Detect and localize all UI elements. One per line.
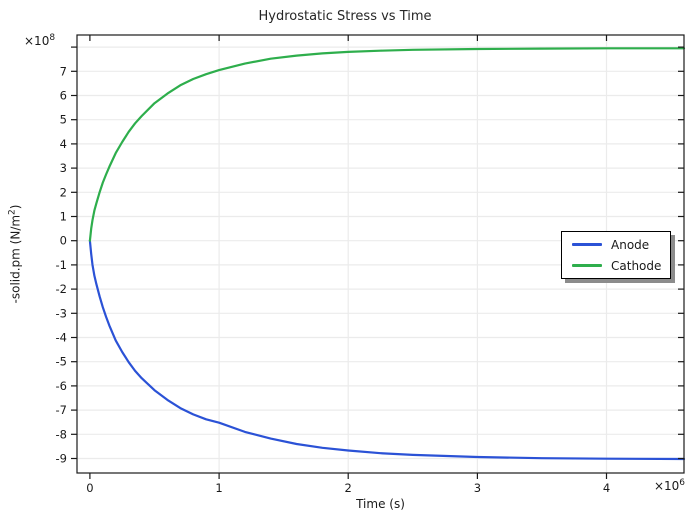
y-axis-label: -solid.pm (N/m2) — [8, 205, 23, 304]
svg-text:0: 0 — [86, 481, 93, 495]
svg-text:-2: -2 — [56, 282, 67, 296]
cathode-line-sample — [572, 264, 602, 267]
svg-text:1: 1 — [60, 210, 67, 224]
svg-text:-4: -4 — [56, 331, 67, 345]
svg-text:1: 1 — [215, 481, 222, 495]
x-axis-multiplier-exponent: 6 — [679, 478, 685, 488]
svg-text:-7: -7 — [56, 403, 67, 417]
svg-text:-5: -5 — [56, 355, 67, 369]
x-axis-multiplier: ×106 — [654, 478, 685, 493]
chart-title: Hydrostatic Stress vs Time — [258, 9, 432, 24]
svg-text:3: 3 — [60, 161, 67, 175]
y-axis-multiplier-exponent: 8 — [49, 33, 56, 43]
legend-item-cathode: Cathode — [572, 258, 670, 274]
svg-text:-9: -9 — [56, 452, 67, 466]
svg-text:-3: -3 — [56, 306, 67, 320]
anode-line-sample — [572, 243, 602, 246]
svg-text:-1: -1 — [56, 258, 67, 272]
y-tick-labels: -9 -8 -7 -6 -5 -4 -3 -2 -1 0 1 2 3 4 5 6 7 — [56, 64, 67, 465]
svg-text:6: 6 — [60, 89, 67, 103]
x-axis-label: Time (s) — [356, 497, 405, 511]
y-axis-label-text: -solid.pm (N/m — [8, 214, 23, 304]
y-axis-multiplier: ×108 — [24, 33, 55, 48]
x-axis-multiplier-base: ×10 — [653, 479, 680, 493]
svg-text:4: 4 — [603, 481, 610, 495]
svg-text:0: 0 — [60, 234, 67, 248]
legend-label-anode: Anode — [611, 237, 650, 252]
series-cathode — [88, 47, 686, 242]
svg-text:2: 2 — [345, 481, 352, 495]
svg-text:2: 2 — [60, 185, 67, 199]
legend-label-cathode: Cathode — [611, 258, 662, 273]
svg-text:7: 7 — [60, 64, 67, 78]
y-axis-label-exponent: 2 — [7, 209, 18, 215]
svg-text:-8: -8 — [56, 427, 67, 441]
series-anode — [88, 239, 686, 461]
legend: Anode Cathode — [561, 231, 671, 279]
y-axis-multiplier-base: ×10 — [24, 34, 50, 48]
svg-text:-6: -6 — [56, 379, 67, 393]
legend-item-anode: Anode — [572, 237, 670, 253]
plot-border — [76, 34, 685, 474]
svg-text:5: 5 — [60, 113, 67, 127]
svg-text:4: 4 — [60, 137, 67, 151]
x-tick-labels: 0 1 2 3 4 — [86, 481, 610, 495]
svg-text:3: 3 — [474, 481, 481, 495]
axis-ticks — [71, 35, 684, 479]
y-axis-label-close: ) — [8, 204, 23, 210]
